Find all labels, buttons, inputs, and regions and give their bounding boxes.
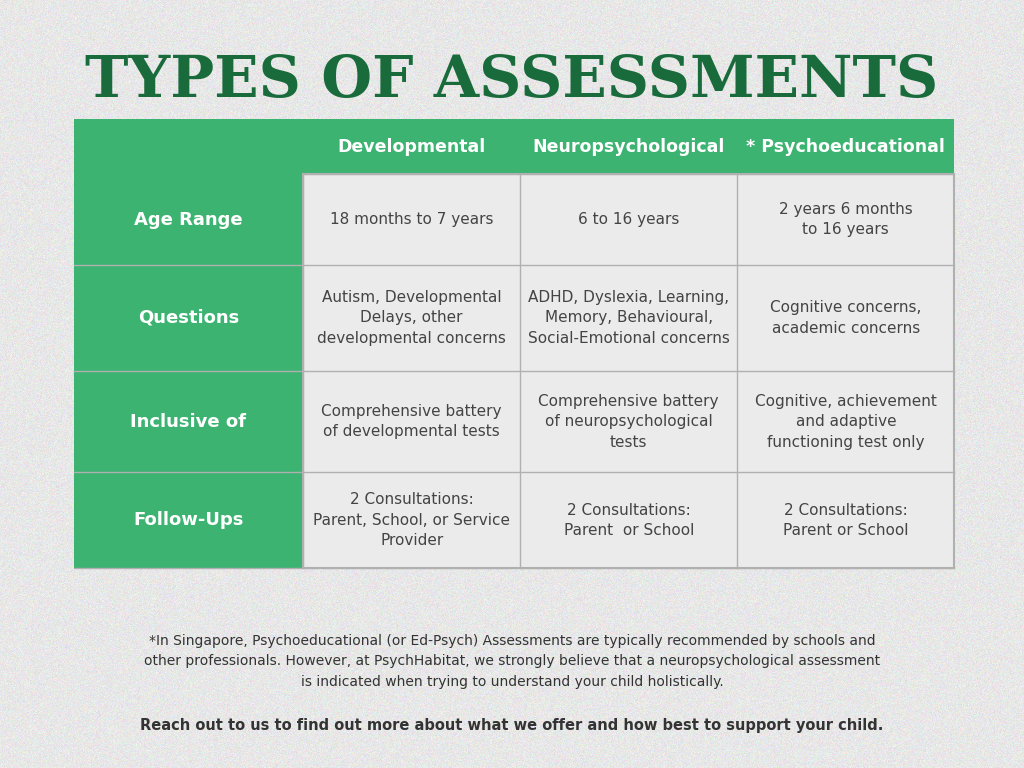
Text: 2 Consultations:
Parent or School: 2 Consultations: Parent or School	[783, 502, 908, 538]
Text: 6 to 16 years: 6 to 16 years	[579, 212, 679, 227]
Text: * Psychoeducational: * Psychoeducational	[746, 137, 945, 156]
Text: Questions: Questions	[138, 309, 239, 327]
Text: Comprehensive battery
of developmental tests: Comprehensive battery of developmental t…	[322, 404, 502, 439]
Bar	[303, 472, 520, 568]
Text: 2 years 6 months
to 16 years: 2 years 6 months to 16 years	[779, 202, 912, 237]
Text: 18 months to 7 years: 18 months to 7 years	[330, 212, 494, 227]
Text: Cognitive, achievement
and adaptive
functioning test only: Cognitive, achievement and adaptive func…	[755, 394, 937, 449]
Text: Inclusive of: Inclusive of	[130, 412, 247, 431]
Text: Cognitive concerns,
academic concerns: Cognitive concerns, academic concerns	[770, 300, 922, 336]
Text: 2 Consultations:
Parent, School, or Service
Provider: 2 Consultations: Parent, School, or Serv…	[313, 492, 510, 548]
Bar	[74, 265, 303, 371]
Bar	[520, 265, 737, 371]
Bar	[303, 174, 520, 265]
Bar	[737, 472, 954, 568]
Bar	[303, 371, 520, 472]
Bar	[303, 265, 520, 371]
Text: ADHD, Dyslexia, Learning,
Memory, Behavioural,
Social-Emotional concerns: ADHD, Dyslexia, Learning, Memory, Behavi…	[527, 290, 730, 346]
Bar	[520, 174, 737, 265]
Text: Comprehensive battery
of neuropsychological
tests: Comprehensive battery of neuropsychologi…	[539, 394, 719, 449]
Text: Autism, Developmental
Delays, other
developmental concerns: Autism, Developmental Delays, other deve…	[317, 290, 506, 346]
Bar	[303, 174, 954, 568]
Bar	[74, 174, 303, 265]
Bar	[520, 472, 737, 568]
Bar	[74, 472, 303, 568]
Bar	[74, 174, 303, 568]
Bar	[520, 371, 737, 472]
Text: Reach out to us to find out more about what we offer and how best to support you: Reach out to us to find out more about w…	[140, 718, 884, 733]
Bar	[737, 371, 954, 472]
Bar	[737, 265, 954, 371]
Text: *In Singapore, Psychoeducational (or Ed-Psych) Assessments are typically recomme: *In Singapore, Psychoeducational (or Ed-…	[144, 634, 880, 689]
Text: TYPES OF ASSESSMENTS: TYPES OF ASSESSMENTS	[85, 53, 939, 108]
Text: Follow-Ups: Follow-Ups	[133, 511, 244, 529]
Bar	[737, 174, 954, 265]
Text: Developmental: Developmental	[338, 137, 485, 156]
Text: 2 Consultations:
Parent  or School: 2 Consultations: Parent or School	[563, 502, 694, 538]
Text: Age Range: Age Range	[134, 210, 243, 229]
Text: Neuropsychological: Neuropsychological	[532, 137, 725, 156]
Bar	[74, 119, 954, 174]
Bar	[74, 371, 303, 472]
